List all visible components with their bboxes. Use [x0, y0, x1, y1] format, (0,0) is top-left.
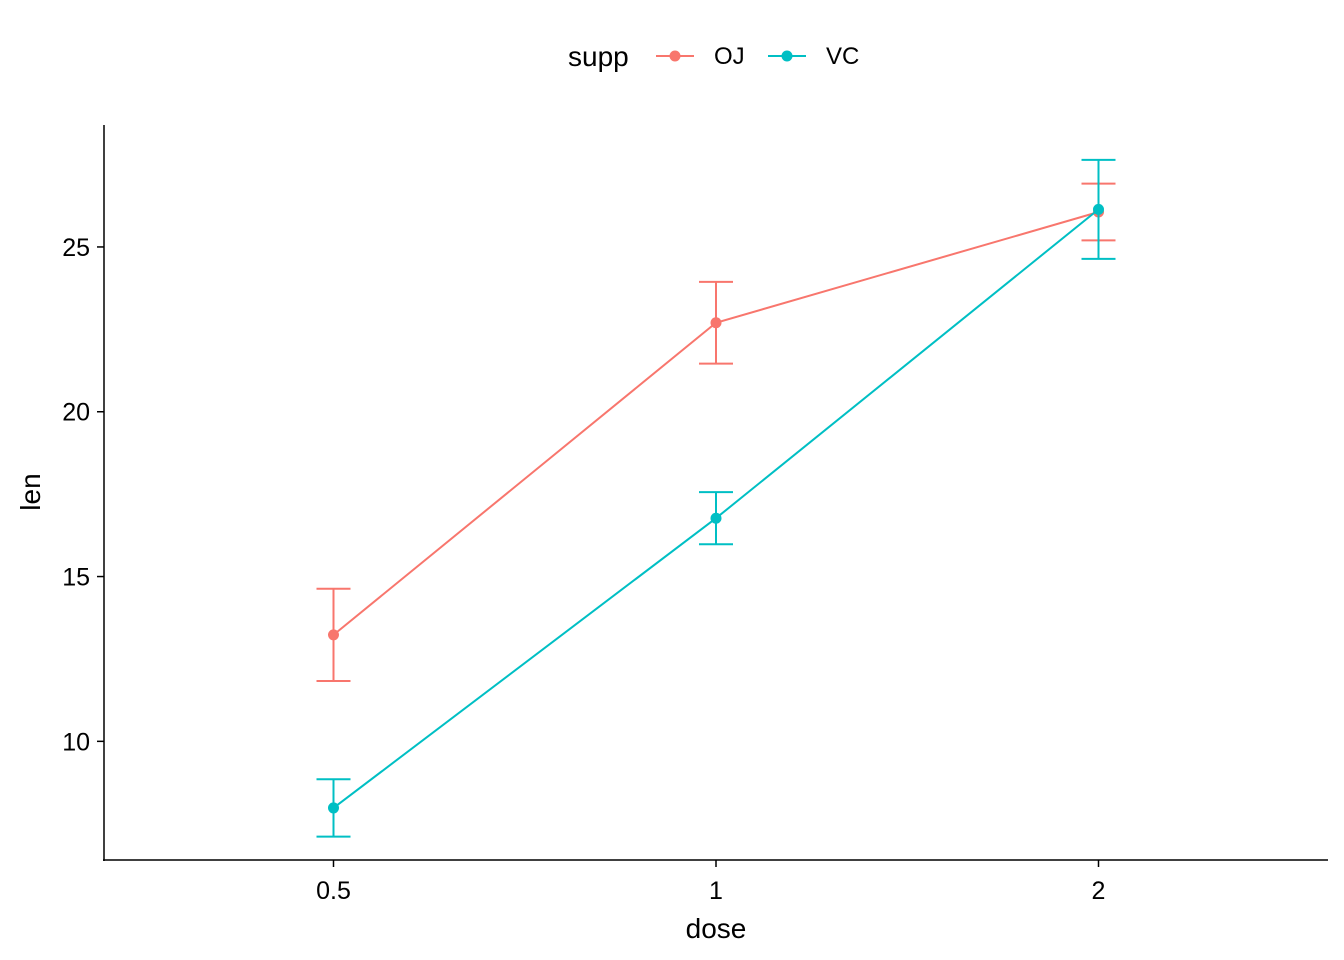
legend-item-oj: OJ	[656, 43, 745, 70]
legend-key-point	[781, 50, 793, 62]
y-tick-label: 20	[62, 399, 90, 427]
x-tick-label: 0.5	[316, 877, 351, 905]
series-layer	[316, 158, 1116, 838]
series-vc	[316, 158, 1116, 838]
x-tick-label: 2	[1092, 877, 1106, 905]
data-point	[1093, 203, 1104, 215]
y-tick-label: 10	[62, 728, 90, 756]
y-ticks: 10 15 20 25	[62, 234, 104, 756]
y-tick-label: 25	[62, 234, 90, 262]
legend: supp OJ VC	[568, 41, 859, 72]
series-line	[332, 211, 1099, 636]
data-point	[710, 512, 722, 524]
y-tick-label: 15	[62, 564, 90, 592]
x-ticks: 0.5 1 2	[316, 860, 1105, 905]
legend-label: VC	[826, 43, 859, 70]
x-tick-label: 1	[709, 877, 723, 905]
legend-title: supp	[568, 41, 629, 72]
y-axis-title: len	[15, 473, 46, 510]
legend-item-vc: VC	[768, 43, 859, 70]
data-point	[328, 802, 339, 814]
series-oj	[316, 182, 1116, 683]
x-axis-title: dose	[686, 913, 747, 944]
data-point	[710, 317, 722, 329]
legend-label: OJ	[714, 43, 745, 70]
data-point	[328, 629, 339, 641]
legend-key-point	[669, 50, 681, 62]
